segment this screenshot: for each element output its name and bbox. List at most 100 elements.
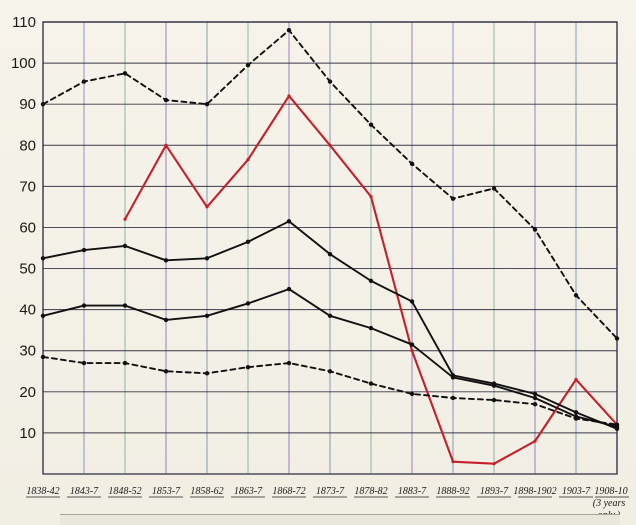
series-3-point-1858-62 (204, 256, 210, 261)
series-2-point-1868-72 (287, 94, 291, 98)
series-2-point-1883-7 (410, 349, 414, 353)
x-tick-label-1883-7: 1883-7 (398, 486, 427, 497)
series-3-point-1878-82 (368, 278, 374, 284)
series-1-point-1863-7 (245, 62, 251, 68)
grid-layer (42, 21, 618, 475)
x-tick-label-1848-52: 1848-52 (108, 486, 141, 497)
series-1-point-1853-7 (163, 97, 169, 103)
y-tick-label-80: 80 (19, 137, 36, 154)
series-5-point-1878-82 (368, 381, 374, 386)
series-2-point-1878-82 (369, 195, 373, 199)
series-5-point-1843-7 (81, 360, 87, 366)
series-1-point-1888-92 (450, 196, 456, 201)
series-3-point-1883-7 (409, 299, 415, 304)
x-tick-label-1893-7: 1893-7 (480, 486, 509, 497)
series-2-point-1898-1902 (533, 439, 537, 443)
category-note-line-1: (3 years (593, 498, 626, 509)
x-tick-label-1858-62: 1858-62 (190, 486, 223, 497)
series-5-point-1838-42 (40, 354, 46, 360)
series-3-point-1868-72 (286, 219, 292, 224)
x-tick-label-1888-92: 1888-92 (436, 486, 469, 497)
series-2-point-1888-92 (451, 460, 455, 464)
y-tick-label-70: 70 (19, 178, 36, 195)
series-1-point-1898-1902 (532, 227, 538, 232)
y-tick-label-100: 100 (11, 55, 36, 72)
series-5-point-1853-7 (163, 369, 169, 374)
series-4-point-1838-42 (40, 313, 46, 318)
series-1-point-1848-52 (122, 71, 128, 76)
x-tick-label-1903-7: 1903-7 (562, 486, 591, 497)
series-1-point-1858-62 (204, 101, 210, 107)
series-2-point-1848-52 (123, 217, 127, 221)
series-3-point-1903-7 (573, 410, 579, 415)
series-1-point-1893-7 (491, 186, 497, 191)
series-1-point-1883-7 (409, 161, 415, 166)
series-2-point-1893-7 (492, 462, 496, 466)
series-2-point-1903-7 (574, 377, 578, 382)
series-3-point-1843-7 (81, 247, 87, 253)
y-tick-label-40: 40 (19, 302, 36, 319)
y-tick-label-90: 90 (19, 96, 36, 113)
series-4-point-1863-7 (245, 301, 251, 306)
series-4-point-1868-72 (286, 286, 292, 292)
series-3-point-1853-7 (163, 258, 169, 263)
y-tick-label-10: 10 (19, 425, 36, 442)
series-2-point-1873-7 (328, 143, 332, 147)
series-4-point-1893-7 (491, 383, 497, 388)
y-tick-label-50: 50 (19, 261, 36, 278)
series-5-point-1868-72 (286, 360, 292, 366)
series-layer (40, 28, 620, 466)
series-5-point-1888-92 (450, 395, 456, 401)
series-1-point-1873-7 (327, 79, 333, 84)
x-tick-label-1838-42: 1838-42 (26, 486, 59, 497)
series-3-point-1863-7 (245, 239, 251, 245)
series-4-point-1888-92 (450, 375, 456, 380)
x-tick-label-1863-7: 1863-7 (234, 486, 263, 497)
bottom-panel (60, 514, 620, 525)
y-tick-label-60: 60 (19, 219, 36, 236)
axis-text-layer: 10 20 30 40 50 60 70 80 90 100 110 1838-42 1843-7 184… (11, 14, 629, 521)
series-1-point-1908-10 (614, 336, 620, 341)
x-tick-label-1878-82: 1878-82 (354, 486, 387, 497)
series-1-point-1868-72 (286, 28, 292, 33)
x-tick-label-1868-72: 1868-72 (272, 486, 305, 497)
series-2-point-1853-7 (164, 143, 168, 147)
x-tick-label-1898-1902: 1898-1902 (513, 486, 556, 497)
x-tick-label-1908-10: 1908-10 (594, 486, 627, 497)
x-tick-label-1853-7: 1853-7 (152, 486, 181, 497)
series-4-point-1898-1902 (532, 395, 538, 401)
series-4-point-1858-62 (204, 313, 210, 318)
series-5-point-1883-7 (409, 391, 415, 397)
y-tick-label-20: 20 (19, 384, 36, 401)
series-4-point-1848-52 (122, 303, 128, 308)
series-4-point-1853-7 (163, 317, 169, 323)
series-4-point-1883-7 (409, 342, 415, 347)
x-tick-label-1843-7: 1843-7 (70, 486, 99, 497)
y-tick-label-30: 30 (19, 343, 36, 360)
series-5-point-1863-7 (245, 364, 251, 370)
x-tick-label-1873-7: 1873-7 (316, 486, 345, 497)
series-5-point-1893-7 (491, 397, 497, 403)
series-1-point-1903-7 (573, 293, 579, 298)
series-3-point-1838-42 (40, 256, 46, 261)
series-1-point-1878-82 (368, 122, 374, 127)
y-tick-label-110: 110 (12, 14, 36, 31)
series-3-point-1848-52 (122, 243, 128, 249)
series-4-point-1873-7 (327, 313, 333, 318)
series-5-point-1898-1902 (532, 401, 538, 407)
series-1-point-1843-7 (81, 79, 87, 84)
series-5-point-1873-7 (327, 369, 333, 374)
series-4-point-1878-82 (368, 325, 374, 331)
series-5-point-1858-62 (204, 371, 210, 376)
series-2-point-1858-62 (205, 205, 209, 209)
series-1-point-1838-42 (40, 101, 46, 107)
series-3-point-1873-7 (327, 251, 333, 257)
series-5-point-1848-52 (122, 360, 128, 366)
series-4-point-1843-7 (81, 303, 87, 308)
series-5-point-1903-7 (573, 416, 579, 421)
series-3-point-1898-1902 (532, 391, 538, 397)
series-2-point-1863-7 (246, 158, 250, 162)
series-5-point-1908-10 (614, 422, 620, 427)
